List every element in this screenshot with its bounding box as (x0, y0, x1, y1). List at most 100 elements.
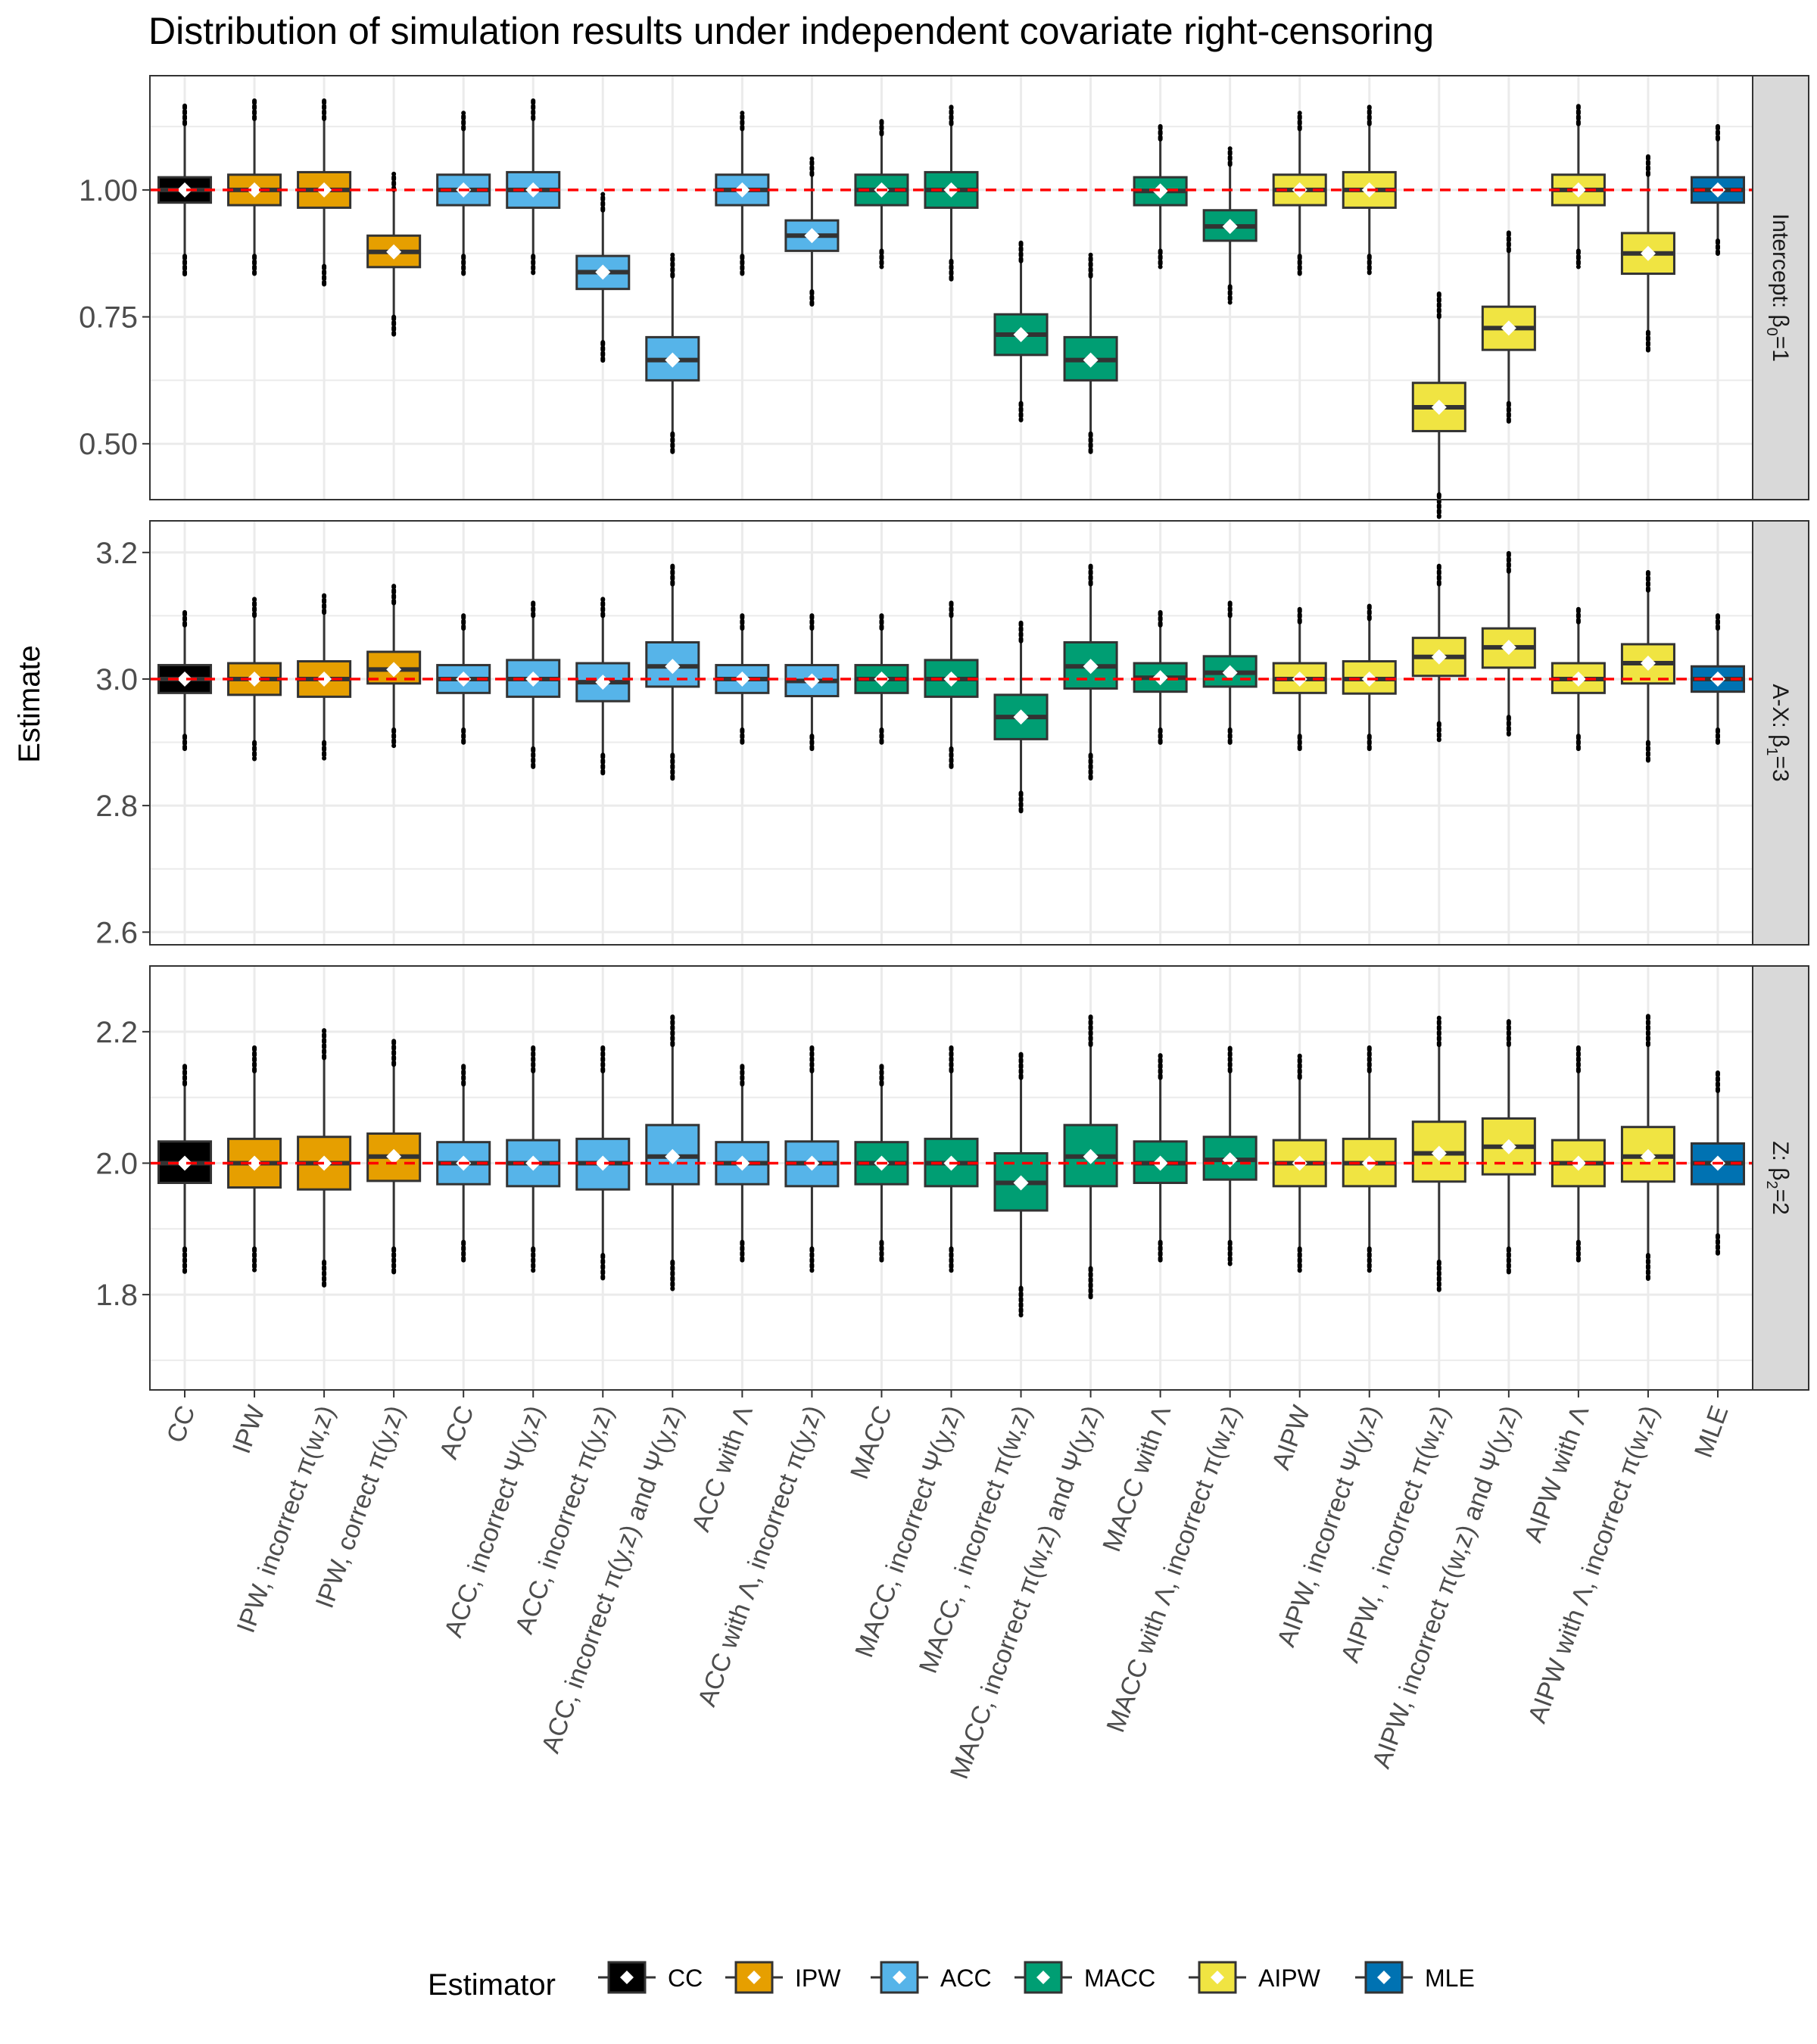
facet-strip (1752, 75, 1809, 500)
mean-marker (1222, 665, 1238, 681)
legend-item-cc: CC (598, 1961, 703, 1994)
y-tick-label: 2.2 (95, 1016, 138, 1049)
box-acc (784, 613, 840, 752)
mean-marker (1152, 1155, 1168, 1171)
mean-marker (665, 659, 681, 675)
mean-marker (1431, 649, 1447, 665)
x-tick-label: ACC, incorrect π(y,z) and Ψ(y,z) (536, 1402, 689, 1757)
box-ipw (297, 1028, 352, 1290)
mean-marker (734, 671, 750, 687)
x-tick-label: IPW (227, 1402, 271, 1457)
mean-marker (734, 182, 750, 198)
mean-marker (386, 1148, 402, 1164)
y-tick-label: 0.50 (79, 428, 138, 461)
x-tick-label: MLE (1689, 1402, 1734, 1462)
facet-panel: 1.8 2.0 2.2 Z: β2=2 (95, 965, 1809, 1391)
box-ipw (227, 97, 282, 276)
legend-key-box (734, 1961, 774, 1994)
box-aipw (1620, 569, 1675, 765)
legend-item-aipw: AIPW (1189, 1961, 1321, 1994)
mean-marker (1501, 640, 1516, 656)
box-acc (784, 156, 840, 308)
x-tick-label: AIPW with Λ, incorrect π(w,z) (1522, 1402, 1664, 1727)
legend-item-mle: MLE (1355, 1961, 1475, 1994)
mean-marker (1013, 709, 1029, 725)
box-macc (1063, 1014, 1118, 1300)
y-tick-label: 1.00 (79, 174, 138, 207)
legend: Estimator CC IPW ACC MACC AIPW MLE (428, 1961, 1475, 2002)
facet-strip-label: Intercept: β0=1 (1763, 213, 1793, 362)
mean-marker (247, 182, 263, 198)
y-tick-label: 2.8 (95, 790, 138, 823)
mean-marker (386, 662, 402, 678)
mean-marker (1570, 1155, 1586, 1171)
mean-marker (1501, 1139, 1516, 1154)
legend-label: IPW (795, 1965, 841, 1992)
legend-item-acc: ACC (871, 1961, 992, 1994)
box-macc (1063, 252, 1118, 455)
mean-marker (1640, 1148, 1656, 1164)
y-tick-label: 2.6 (95, 916, 138, 949)
box-ipw (366, 1038, 422, 1275)
mean-marker (595, 1155, 611, 1171)
mean-marker (1431, 1145, 1447, 1161)
box-acc (645, 1014, 700, 1292)
legend-key-mean (893, 1971, 906, 1984)
mean-marker (247, 1155, 263, 1171)
box-aipw (1481, 549, 1536, 737)
x-tick-label: MACC with Λ, incorrect π(w,z) (1101, 1402, 1246, 1737)
y-tick-label: 3.2 (95, 537, 138, 570)
facet-strip (1752, 520, 1809, 946)
x-tick-label: ACC (434, 1402, 479, 1463)
legend-item-ipw: IPW (725, 1961, 841, 1994)
mean-marker (1013, 1175, 1029, 1191)
box-macc (993, 240, 1049, 422)
x-tick-label: CC (161, 1402, 201, 1447)
legend-key-mean (620, 1971, 634, 1984)
mean-marker (177, 671, 193, 687)
box-aipw (1411, 291, 1466, 519)
box-aipw (1481, 229, 1536, 425)
box-cc (157, 103, 213, 277)
mean-marker (1083, 1148, 1099, 1164)
mean-marker (595, 264, 611, 280)
mean-marker (316, 1155, 332, 1171)
mean-marker (804, 228, 820, 244)
facet-panel: 0.50 0.75 1.00 Intercept: β0=1 (79, 75, 1809, 519)
chart-title: Distribution of simulation results under… (148, 10, 1434, 52)
box-aipw (1620, 151, 1675, 355)
legend-item-macc: MACC (1014, 1961, 1155, 1994)
box-macc (1202, 146, 1258, 305)
legend-label: MLE (1425, 1965, 1475, 1992)
box-acc (645, 561, 700, 781)
box-macc (993, 1048, 1049, 1318)
x-tick-label: MACC with Λ (1097, 1401, 1177, 1555)
box-macc (993, 619, 1049, 815)
facet-strip-label: A-X: β1=3 (1763, 684, 1793, 781)
box-macc (1202, 599, 1258, 747)
y-tick-label: 1.8 (95, 1279, 138, 1312)
box-acc (575, 1045, 631, 1281)
mean-marker (386, 244, 402, 260)
mean-marker (1501, 320, 1516, 336)
box-acc (575, 192, 631, 363)
mean-marker (1431, 399, 1447, 415)
mean-marker (665, 352, 681, 368)
facet-strip-label: Z: β2=2 (1763, 1141, 1793, 1215)
facet-strip (1752, 965, 1809, 1391)
mean-marker (1222, 219, 1238, 235)
legend-key-mean (747, 1971, 761, 1984)
legend-key-mean (1377, 1971, 1391, 1984)
mean-marker (734, 1155, 750, 1171)
mean-marker (247, 671, 263, 687)
x-tick-label: ACC with Λ, incorrect π(y,z) (693, 1402, 828, 1710)
box-cc (157, 609, 213, 754)
x-tick-label: AIPW with Λ (1519, 1401, 1594, 1546)
box-aipw (1411, 562, 1466, 743)
mean-marker (1152, 670, 1168, 686)
x-tick-label: ACC with Λ (687, 1401, 759, 1535)
box-aipw (1620, 1014, 1675, 1284)
box-aipw (1411, 1015, 1466, 1292)
box-acc (575, 597, 631, 777)
